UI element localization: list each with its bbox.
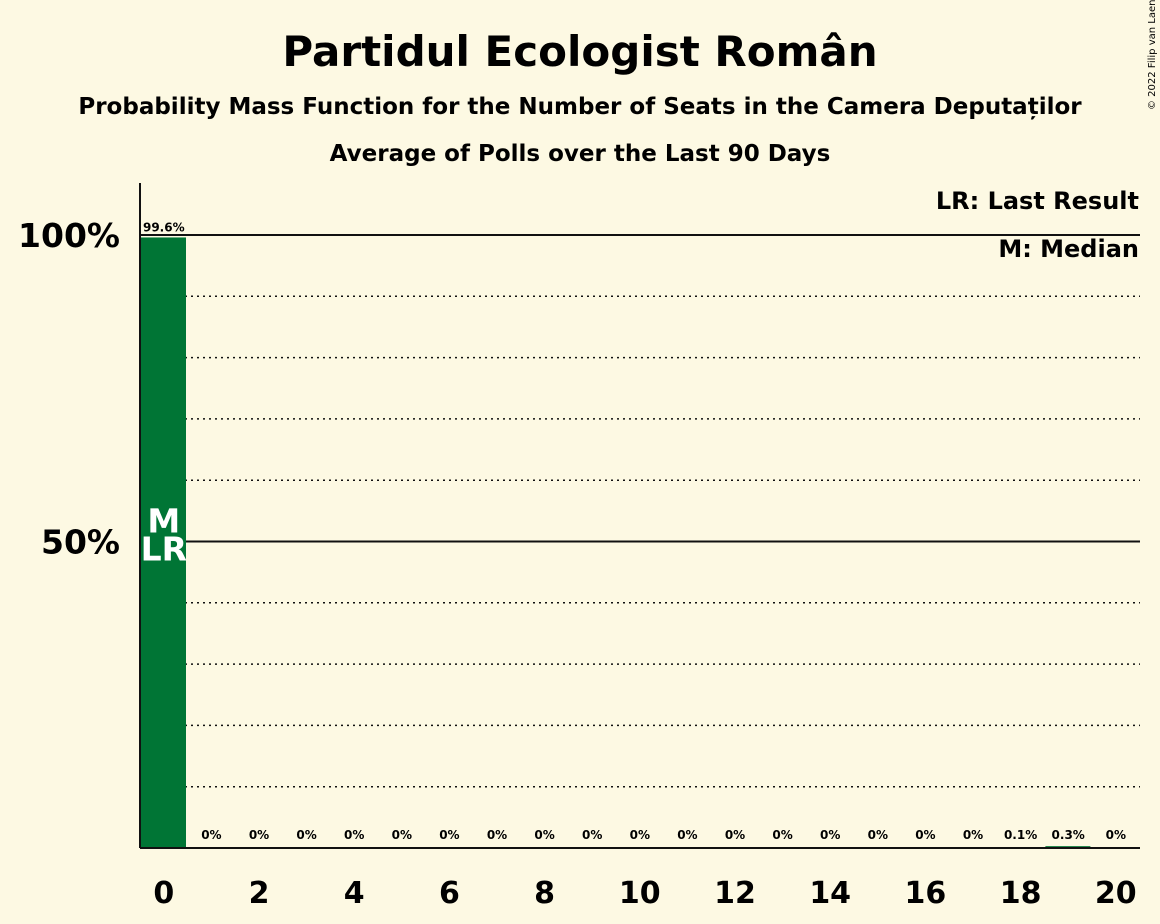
data-label: 0%: [392, 828, 412, 842]
data-label: 0.1%: [1004, 828, 1037, 842]
chart-subtitle: Probability Mass Function for the Number…: [78, 94, 1082, 120]
data-label: 0%: [772, 828, 792, 842]
data-label: 0%: [868, 828, 888, 842]
data-labels: 99.6% 0% 0% 0% 0% 0% 0% 0% 0% 0% 0% 0% 0% 0% 0% 0% 0% 0% 0…: [143, 220, 1126, 842]
chart-subtitle-period: Average of Polls over the Last 90 Days: [330, 141, 831, 167]
median-marker: M: [147, 502, 180, 541]
x-tick-label: 2: [249, 876, 270, 911]
gridlines: [140, 234, 1140, 788]
data-label: 0%: [296, 828, 316, 842]
data-label: 0%: [534, 828, 554, 842]
last-result-marker: LR: [141, 530, 187, 569]
data-label: 0%: [249, 828, 269, 842]
x-tick-label: 8: [534, 876, 555, 911]
data-label: 0%: [725, 828, 745, 842]
legend-entry: M: Median: [998, 235, 1139, 263]
data-label: 0%: [915, 828, 935, 842]
legend-entry: LR: Last Result: [936, 187, 1139, 215]
data-label: 0%: [439, 828, 459, 842]
bars: MLR: [141, 237, 1091, 848]
legend: LR: Last Result M: Median: [936, 187, 1139, 263]
x-tick-label: 0: [153, 876, 174, 911]
chart-title: Partidul Ecologist Român: [282, 27, 877, 76]
x-tick-label: 10: [619, 876, 661, 911]
data-label: 0%: [677, 828, 697, 842]
data-label: 99.6%: [143, 220, 185, 234]
x-tick-label: 18: [1000, 876, 1042, 911]
data-label: 0%: [820, 828, 840, 842]
x-tick-label: 16: [905, 876, 947, 911]
data-label: 0%: [963, 828, 983, 842]
bar-seat-0: [141, 237, 186, 848]
data-label: 0.3%: [1052, 828, 1085, 842]
y-tick-label: 50%: [41, 523, 120, 562]
x-tick-label: 4: [344, 876, 365, 911]
data-label: 0%: [344, 828, 364, 842]
data-label: 0%: [487, 828, 507, 842]
x-tick-label: 6: [439, 876, 460, 911]
data-label: 0%: [582, 828, 602, 842]
data-label: 0%: [201, 828, 221, 842]
data-label: 0%: [630, 828, 650, 842]
x-tick-label: 14: [809, 876, 851, 911]
data-label: 0%: [1106, 828, 1126, 842]
copyright-note: © 2022 Filip van Laenen: [1147, 0, 1158, 110]
x-tick-label: 20: [1095, 876, 1137, 911]
y-tick-label: 100%: [18, 216, 120, 255]
axes: 50% 100% 0 2 4 6 8 10 12 14 16 18 20: [18, 183, 1140, 911]
x-tick-label: 12: [714, 876, 756, 911]
